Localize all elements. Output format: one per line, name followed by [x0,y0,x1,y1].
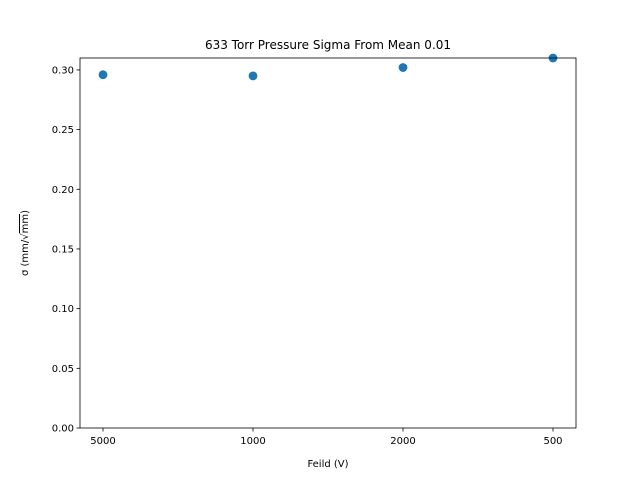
y-axis-label-suffix: ) [20,210,31,214]
y-tick-label: 0.30 [52,66,74,77]
y-axis-ticks: 0.00 0.05 0.10 0.15 0.20 0.25 0.30 [52,66,80,435]
chart-title: 633 Torr Pressure Sigma From Mean 0.01 [205,38,451,52]
x-tick-label: 1000 [240,436,265,447]
y-tick-label: 0.20 [52,185,74,196]
y-axis-label-prefix: σ (mm/√ [20,233,31,276]
x-tick-label: 500 [543,436,562,447]
y-tick-label: 0.10 [52,304,74,315]
data-point [98,70,108,80]
y-tick-label: 0.05 [52,364,74,375]
x-tick-label: 2000 [390,436,415,447]
data-point [398,63,408,72]
svg-text:σ (mm/√mm): σ (mm/√mm) [20,210,31,276]
x-axis-label: Feild (V) [307,459,348,470]
y-tick-label: 0.25 [52,125,74,136]
data-points [98,53,558,81]
y-tick-label: 0.15 [52,245,74,256]
x-tick-label: 5000 [90,436,115,447]
y-axis-label: σ (mm/√mm) [20,210,31,276]
x-axis-ticks: 5000 1000 2000 500 [90,428,563,447]
data-point [248,71,258,81]
y-axis-label-radicand: mm [20,214,31,233]
plot-frame [79,57,577,429]
y-tick-label: 0.00 [52,424,74,435]
